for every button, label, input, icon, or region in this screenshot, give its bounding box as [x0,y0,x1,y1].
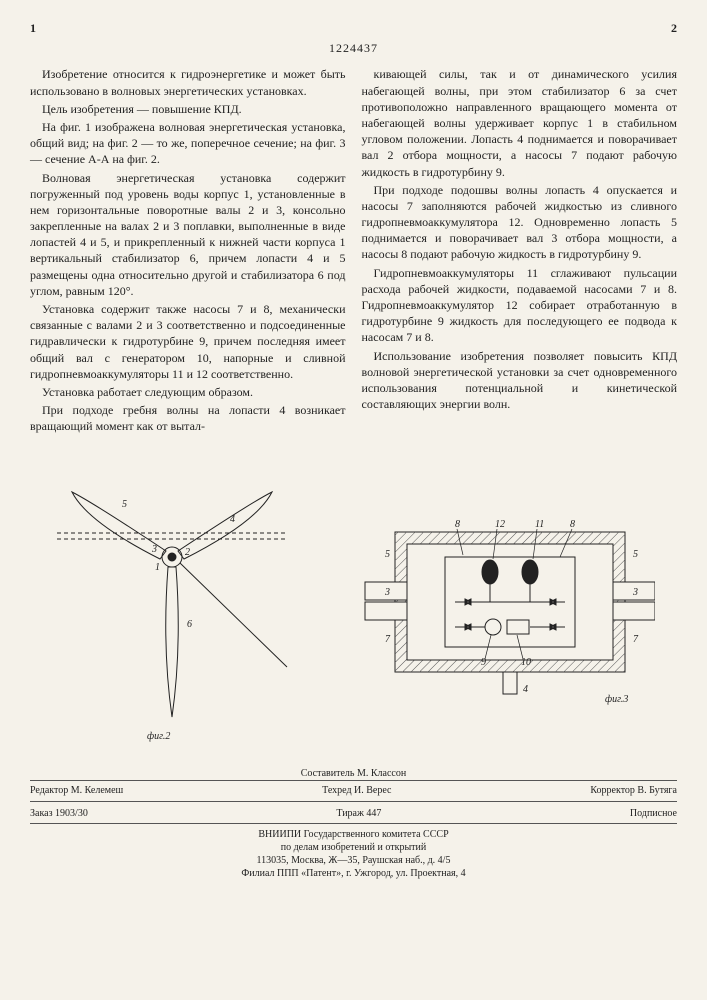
figure-3: 8 12 11 8 5 3 7 5 3 7 9 10 4 фиг.3 [355,507,655,707]
fig2-caption: фиг.2 [147,731,170,742]
fig2-label-6: 6 [187,619,192,630]
fig2-label-1: 1 [155,562,160,573]
fig3-top-11: 11 [535,519,544,530]
para: Гидропневмоаккумуляторы 11 сглаживают пу… [362,265,678,346]
fig2-svg: 5 4 1 2 3 6 фиг.2 [52,467,292,747]
fig3-l3: 3 [384,587,390,598]
para: Установка содержит также насосы 7 и 8, м… [30,301,346,382]
fig3-b10: 10 [521,657,531,668]
fig2-label-5: 5 [122,499,127,510]
fig3-r3: 3 [632,587,638,598]
text-columns: Изобретение относится к гидроэнергетике … [30,66,677,436]
page-num-left: 1 [30,20,36,36]
fig3-caption: фиг.3 [605,694,628,705]
para: Изобретение относится к гидроэнергетике … [30,66,346,98]
para: При подходе подошвы волны лопасть 4 опус… [362,182,678,263]
fig3-4: 4 [523,684,528,695]
figures-row: 5 4 1 2 3 6 фиг.2 [30,467,677,747]
left-column: Изобретение относится к гидроэнергетике … [30,66,346,436]
para: кивающей силы, так и от динамического ус… [362,66,678,179]
fig3-svg: 8 12 11 8 5 3 7 5 3 7 9 10 4 фиг.3 [355,507,655,707]
para: Волновая энергетическая установка содерж… [30,170,346,300]
fig3-top-12: 12 [495,519,505,530]
fig3-l7: 7 [385,634,391,645]
para: Использование изобретения позволяет повы… [362,348,678,413]
fig3-r7: 7 [633,634,639,645]
para: При подходе гребня волны на лопасти 4 во… [30,402,346,434]
fig2-label-3: 3 [151,544,157,555]
para: На фиг. 1 изображена волновая энергетиче… [30,119,346,168]
fig2-label-2: 2 [185,547,190,558]
footer-subscription: Подписное [630,807,677,821]
para: Цель изобретения — повышение КПД. [30,101,346,117]
para: Установка работает следующим образом. [30,384,346,400]
document-number: 1224437 [30,40,677,56]
footer-org1: ВНИИПИ Государственного комитета СССР [30,828,677,841]
footer-tirazh: Тираж 447 [336,807,381,821]
footer-addr2: Филиал ППП «Патент», г. Ужгород, ул. Про… [30,867,677,880]
footer-corrector: Корректор В. Бутяга [590,784,677,798]
fig3-top-8b: 8 [570,519,575,530]
footer-tech: Техред И. Верес [322,784,391,798]
fig3-top-8a: 8 [455,519,460,530]
fig3-r5: 5 [633,549,638,560]
footer: Составитель М. Классон Редактор М. Келем… [30,767,677,881]
figure-2: 5 4 1 2 3 6 фиг.2 [52,467,292,747]
fig3-l5: 5 [385,549,390,560]
footer-editor: Редактор М. Келемеш [30,784,123,798]
fig2-label-4: 4 [230,514,235,525]
footer-org2: по делам изобретений и открытий [30,841,677,854]
footer-order: Заказ 1903/30 [30,807,88,821]
footer-compiler: Составитель М. Классон [30,767,677,781]
page-num-right: 2 [671,20,677,36]
page-header: 1 2 [30,20,677,36]
footer-addr1: 113035, Москва, Ж—35, Раушская наб., д. … [30,854,677,867]
right-column: кивающей силы, так и от динамического ус… [362,66,678,436]
